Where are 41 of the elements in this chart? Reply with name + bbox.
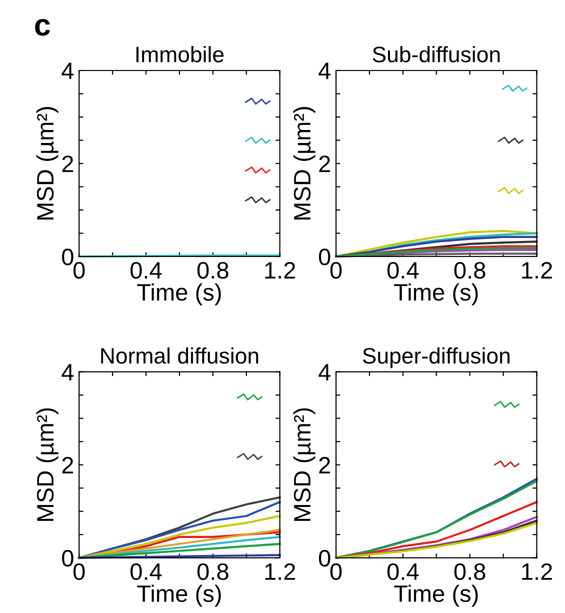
y-axis-title: MSD (µm²): [293, 408, 316, 521]
y-tick-label: 2: [62, 456, 74, 474]
x-tick-label: 0.8: [197, 262, 228, 279]
y-tick-label: 4: [62, 62, 74, 80]
x-axis-title: Time (s): [394, 584, 478, 607]
y-tick-label: 4: [318, 62, 330, 80]
x-tick-label: 0.4: [387, 563, 419, 580]
y-tick-label: 4: [62, 364, 74, 380]
y-tick-label: 4: [318, 364, 330, 380]
x-tick-label: 0.8: [197, 563, 228, 580]
y-axis-title: MSD (µm²): [36, 408, 58, 521]
x-tick-label: 0.4: [130, 262, 162, 279]
text: c: [35, 19, 50, 36]
x-tick-label: 1.2: [265, 262, 296, 278]
chart-title: Super-diffusion: [362, 347, 510, 368]
y-axis-title: MSD (µm²): [293, 107, 316, 220]
y-tick-label: 2: [62, 156, 74, 172]
y-axis-title: MSD (µm²): [36, 107, 58, 220]
y-tick-label: 0: [318, 248, 330, 266]
x-axis-title: Time (s): [394, 283, 478, 306]
chart-title: Immobile: [136, 46, 224, 62]
x-tick-label: 1.2: [265, 563, 296, 580]
x-tick-label: 0.4: [387, 262, 419, 279]
x-tick-label: 1.2: [522, 262, 552, 278]
y-tick-label: 0: [318, 550, 330, 567]
y-tick-label: 0: [62, 248, 74, 266]
y-tick-label: 0: [62, 550, 74, 567]
y-tick-label: 2: [319, 456, 330, 474]
x-axis-title: Time (s): [137, 283, 221, 306]
x-tick-label: 1.2: [522, 563, 552, 580]
x-tick-label: 0: [330, 563, 342, 580]
x-tick-label: 0.4: [130, 563, 162, 580]
x-tick-label: 0: [73, 262, 85, 279]
x-axis-title: Time (s): [137, 584, 221, 607]
chart-title: Normal diffusion: [101, 347, 258, 364]
x-tick-label: 0.8: [454, 262, 486, 279]
x-tick-label: 0.8: [454, 563, 486, 580]
x-tick-label: 0: [73, 563, 85, 580]
y-tick-label: 2: [319, 156, 330, 172]
chart-title: Sub-diffusion: [372, 46, 500, 62]
x-tick-label: 0: [330, 262, 342, 279]
